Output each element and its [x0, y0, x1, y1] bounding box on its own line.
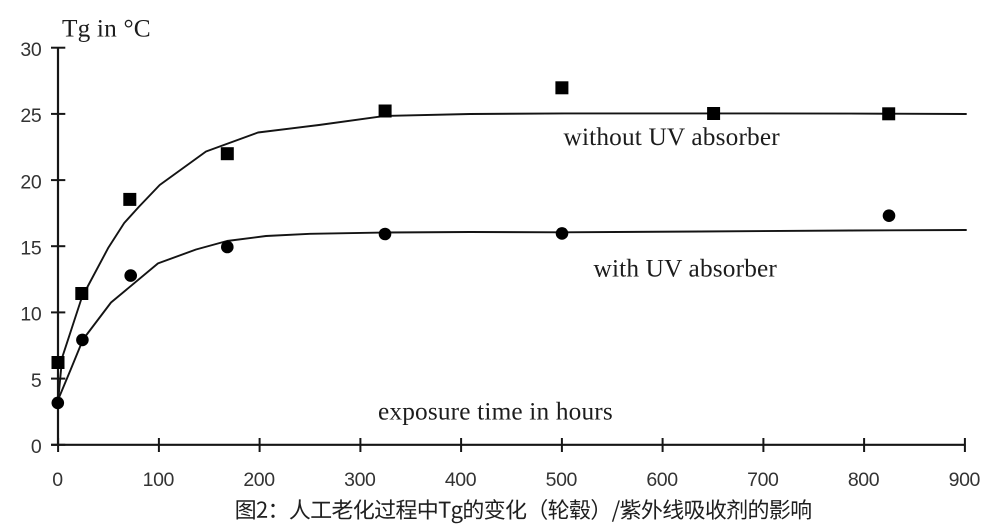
svg-text:with UV absorber: with UV absorber [594, 254, 778, 282]
svg-text:800: 800 [848, 469, 880, 491]
svg-text:5: 5 [31, 370, 42, 392]
svg-text:600: 600 [646, 469, 678, 491]
svg-text:500: 500 [546, 469, 578, 491]
svg-text:Tg in °C: Tg in °C [62, 14, 151, 42]
svg-text:0: 0 [31, 436, 42, 458]
svg-text:0: 0 [52, 469, 63, 491]
svg-text:25: 25 [20, 105, 41, 127]
svg-text:without UV absorber: without UV absorber [564, 123, 781, 151]
svg-text:100: 100 [143, 469, 175, 491]
svg-text:15: 15 [20, 237, 41, 259]
svg-text:20: 20 [20, 171, 41, 193]
svg-text:400: 400 [445, 469, 477, 491]
svg-text:900: 900 [949, 469, 981, 491]
svg-text:200: 200 [243, 469, 275, 491]
svg-text:300: 300 [344, 469, 376, 491]
svg-text:10: 10 [20, 304, 41, 326]
svg-text:exposure time in hours: exposure time in hours [378, 398, 613, 426]
svg-text:700: 700 [747, 469, 779, 491]
svg-text:30: 30 [20, 39, 41, 61]
